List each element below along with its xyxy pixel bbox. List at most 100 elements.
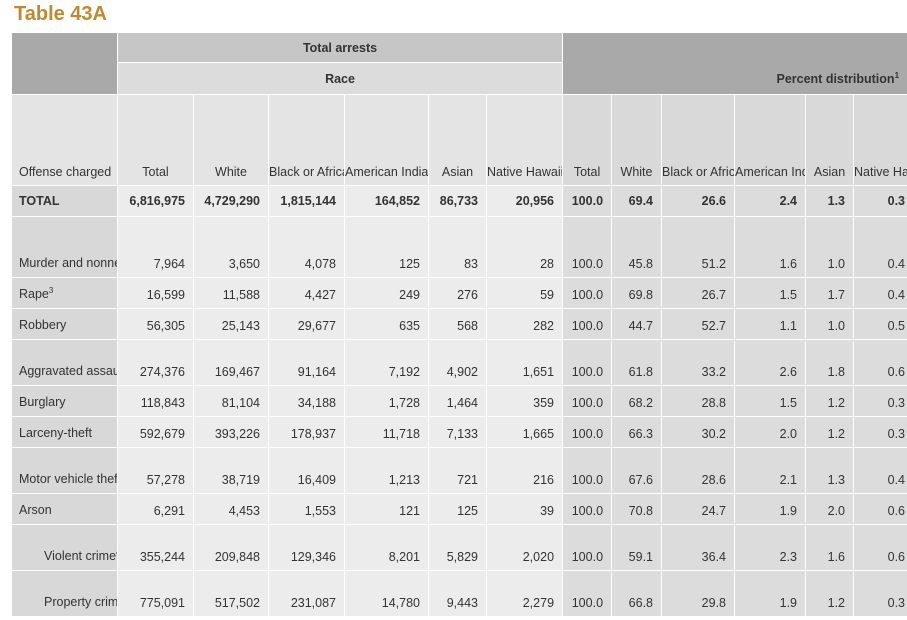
cell-white: 4,729,290 <box>193 185 269 217</box>
cell-pct-white: 44.7 <box>611 308 663 340</box>
cell-pct-asian: 1.0 <box>805 308 855 340</box>
row-label: TOTAL <box>11 185 118 217</box>
cell-pct-white: 69.8 <box>611 277 663 309</box>
cell-pct-american-indian: 1.1 <box>734 308 807 340</box>
cell-pct-total: 100.0 <box>562 308 613 340</box>
cell-pct-native-hawaiian: 0.4 <box>853 216 907 278</box>
cell-white: 4,453 <box>193 493 269 525</box>
cell-native-hawaiian: 39 <box>485 493 564 525</box>
cell-black: 91,164 <box>268 339 345 386</box>
cell-total: 775,091 <box>117 570 194 617</box>
table-row-rape: Rape3 16,599 11,588 4,427 249 276 59 100… <box>11 277 907 309</box>
cell-american-indian: 164,852 <box>344 185 429 217</box>
cell-total: 355,244 <box>117 524 194 571</box>
cell-total: 16,599 <box>117 277 194 309</box>
cell-black: 1,815,144 <box>268 185 345 217</box>
percent-distribution-header: Percent distribution1 <box>562 32 907 95</box>
table-row-murder: Murder and nonnegligent manslaughter 7,9… <box>11 216 907 278</box>
cell-total: 592,679 <box>117 416 194 448</box>
cell-pct-american-indian: 1.5 <box>734 277 807 309</box>
cell-white: 393,226 <box>193 416 269 448</box>
cell-pct-total: 100.0 <box>562 216 613 278</box>
cell-pct-white: 68.2 <box>611 385 663 417</box>
col-pct-white: White <box>611 94 663 186</box>
cell-pct-black: 52.7 <box>661 308 736 340</box>
row-label: Murder and nonnegligent manslaughter <box>11 216 118 278</box>
cell-pct-native-hawaiian: 0.3 <box>853 416 907 448</box>
total-arrests-header: Total arrests <box>116 32 564 63</box>
cell-asian: 4,902 <box>428 339 487 386</box>
cell-native-hawaiian: 282 <box>485 308 564 340</box>
cell-pct-american-indian: 1.5 <box>734 385 807 417</box>
cell-total: 7,964 <box>117 216 194 278</box>
cell-white: 25,143 <box>193 308 269 340</box>
cell-black: 16,409 <box>268 447 345 494</box>
offense-charged-header: Offense charged <box>11 94 118 186</box>
cell-pct-total: 100.0 <box>562 447 613 494</box>
cell-asian: 5,829 <box>428 524 487 571</box>
cell-pct-asian: 1.6 <box>805 524 855 571</box>
table-row-robbery: Robbery 56,305 25,143 29,677 635 568 282… <box>11 308 907 340</box>
cell-native-hawaiian: 28 <box>485 216 564 278</box>
col-pct-native-hawaiian: Native Hawaiian or Other Pacific Islande… <box>853 94 907 186</box>
cell-pct-total: 100.0 <box>562 339 613 386</box>
cell-pct-american-indian: 2.3 <box>734 524 807 571</box>
cell-asian: 568 <box>428 308 487 340</box>
cell-pct-asian: 1.3 <box>805 185 855 217</box>
cell-pct-american-indian: 2.6 <box>734 339 807 386</box>
cell-white: 81,104 <box>193 385 269 417</box>
race-header: Race <box>116 62 564 95</box>
row-label: Arson <box>11 493 118 525</box>
cell-pct-asian: 1.3 <box>805 447 855 494</box>
cell-native-hawaiian: 20,956 <box>485 185 564 217</box>
cell-pct-asian: 1.7 <box>805 277 855 309</box>
cell-american-indian: 125 <box>344 216 429 278</box>
cell-pct-american-indian: 1.9 <box>734 493 807 525</box>
table-row-property-crime: Property crime4 775,091 517,502 231,087 … <box>11 570 907 617</box>
table-row-motor-vehicle-theft: Motor vehicle theft 57,278 38,719 16,409… <box>11 447 907 494</box>
cell-total: 274,376 <box>117 339 194 386</box>
cell-pct-black: 26.7 <box>661 277 736 309</box>
cell-pct-total: 100.0 <box>562 493 613 525</box>
cell-black: 1,553 <box>268 493 345 525</box>
cell-white: 11,588 <box>193 277 269 309</box>
cell-american-indian: 14,780 <box>344 570 429 617</box>
cell-asian: 125 <box>428 493 487 525</box>
cell-pct-white: 45.8 <box>611 216 663 278</box>
cell-black: 178,937 <box>268 416 345 448</box>
cell-pct-white: 69.4 <box>611 185 663 217</box>
cell-pct-native-hawaiian: 0.6 <box>853 524 907 571</box>
cell-pct-native-hawaiian: 0.3 <box>853 185 907 217</box>
table-row-burglary: Burglary 118,843 81,104 34,188 1,728 1,4… <box>11 385 907 417</box>
cell-native-hawaiian: 2,279 <box>485 570 564 617</box>
cell-pct-white: 66.8 <box>611 570 663 617</box>
table-row-arson: Arson 6,291 4,453 1,553 121 125 39 100.0… <box>11 493 907 525</box>
col-black: Black or African American <box>268 94 345 186</box>
row-label: Rape3 <box>11 277 118 309</box>
cell-pct-native-hawaiian: 0.3 <box>853 385 907 417</box>
cell-pct-black: 29.8 <box>661 570 736 617</box>
cell-total: 57,278 <box>117 447 194 494</box>
cell-total: 56,305 <box>117 308 194 340</box>
cell-pct-native-hawaiian: 0.6 <box>853 493 907 525</box>
cell-pct-white: 67.6 <box>611 447 663 494</box>
cell-native-hawaiian: 59 <box>485 277 564 309</box>
cell-pct-black: 28.6 <box>661 447 736 494</box>
col-total: Total <box>117 94 194 186</box>
cell-pct-asian: 1.8 <box>805 339 855 386</box>
row-label: Aggravated assault <box>11 339 118 386</box>
cell-american-indian: 1,728 <box>344 385 429 417</box>
cell-pct-american-indian: 1.9 <box>734 570 807 617</box>
cell-asian: 276 <box>428 277 487 309</box>
cell-black: 129,346 <box>268 524 345 571</box>
table-row-total: TOTAL 6,816,975 4,729,290 1,815,144 164,… <box>11 185 907 217</box>
row-label: Larceny-theft <box>11 416 118 448</box>
col-native-hawaiian: Native Hawaiian or Other Pacific Islande… <box>485 94 564 186</box>
col-american-indian: American Indian or Alaska Native <box>344 94 429 186</box>
cell-pct-native-hawaiian: 0.3 <box>853 570 907 617</box>
header-corner <box>11 32 118 95</box>
cell-american-indian: 249 <box>344 277 429 309</box>
cell-white: 169,467 <box>193 339 269 386</box>
cell-pct-asian: 2.0 <box>805 493 855 525</box>
cell-black: 231,087 <box>268 570 345 617</box>
